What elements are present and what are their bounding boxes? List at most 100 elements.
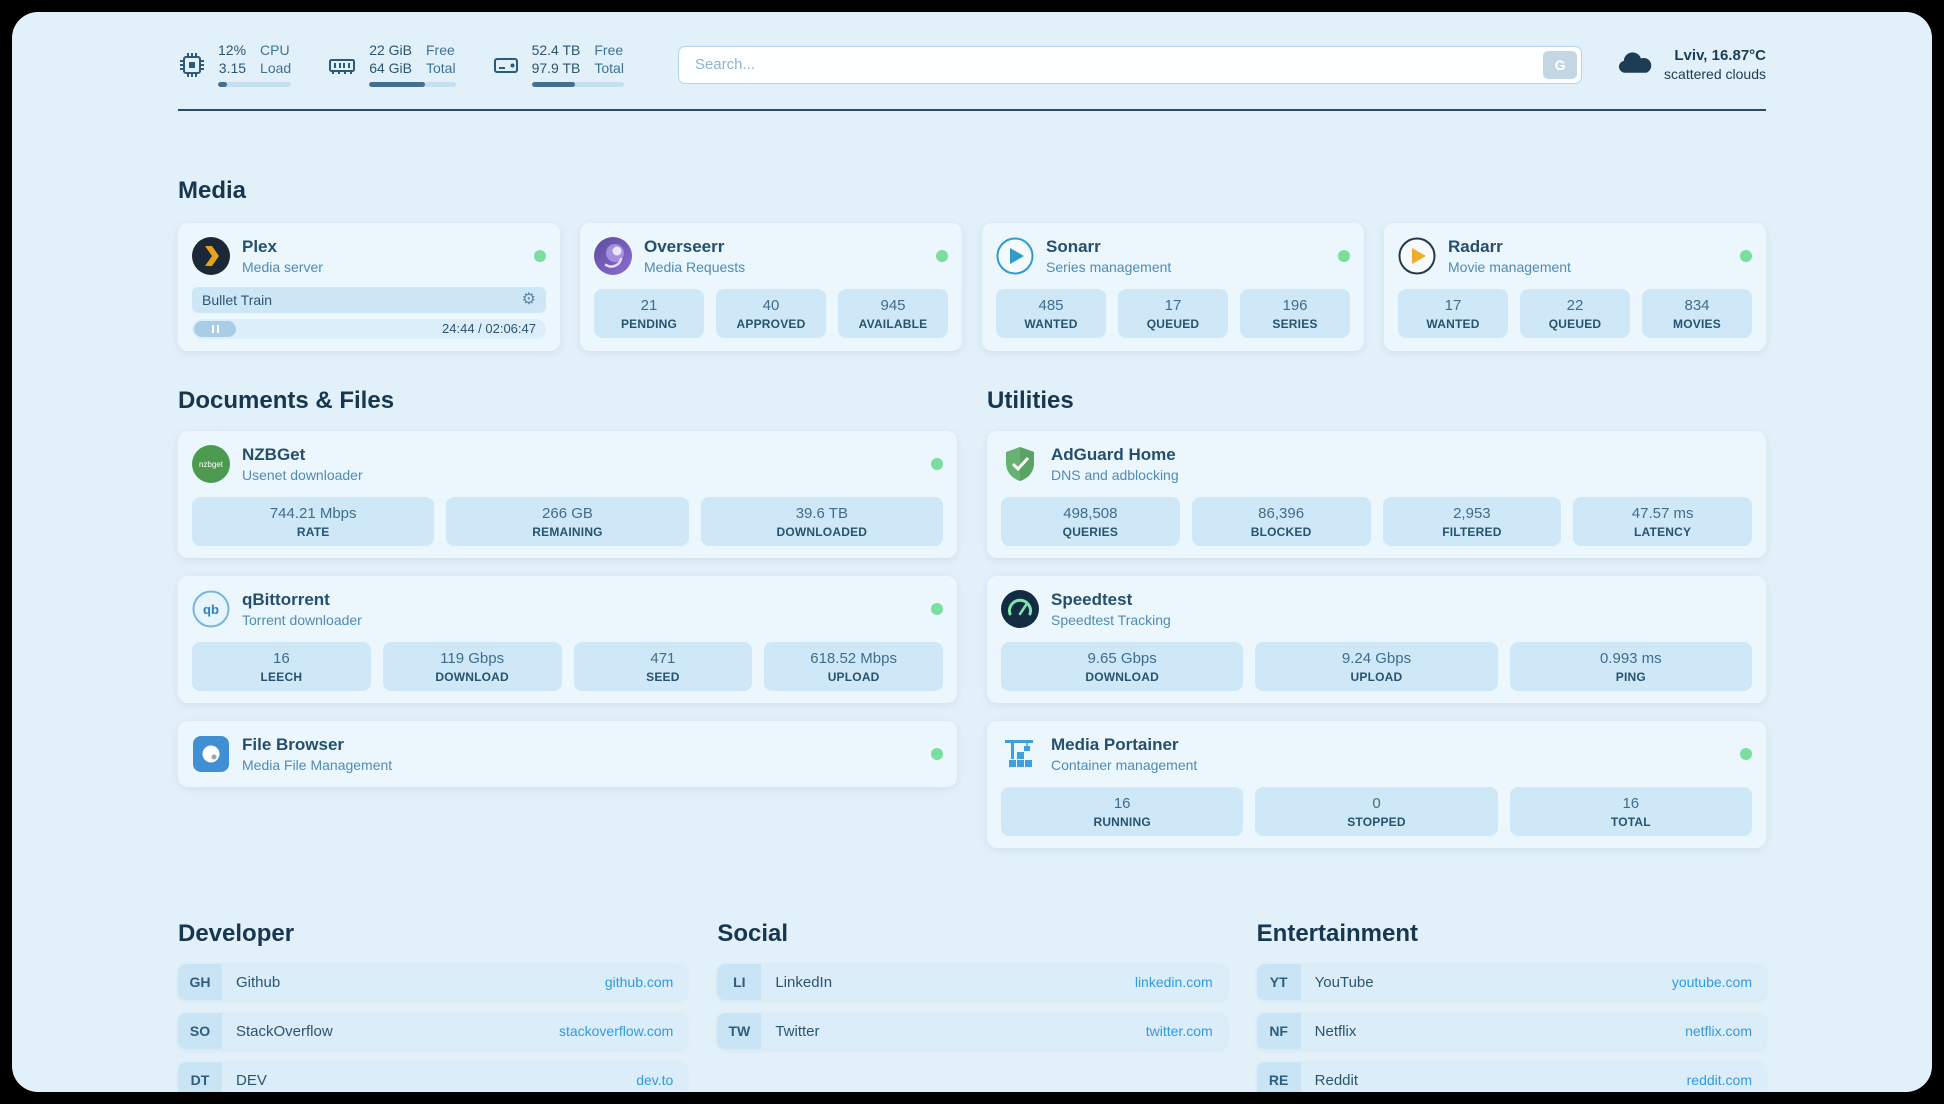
plex-icon <box>192 237 230 275</box>
service-card-filebrowser[interactable]: File Browser Media File Management <box>178 721 957 787</box>
bookmark-url: twitter.com <box>1145 1023 1213 1039</box>
section-title-social: Social <box>717 920 789 947</box>
status-dot <box>1338 250 1350 262</box>
stat-wanted: 17 WANTED <box>1398 289 1508 338</box>
gear-icon[interactable]: ⚙ <box>521 291 536 308</box>
bookmark-url: reddit.com <box>1686 1072 1752 1088</box>
status-dot <box>1740 250 1752 262</box>
bookmark-youtube[interactable]: YT YouTube youtube.com <box>1256 964 1766 1000</box>
cloud-icon <box>1614 47 1654 82</box>
service-card-qbittorrent[interactable]: qb qBittorrent Torrent downloader 16 LEE… <box>178 576 957 703</box>
disk-total-label: Total <box>594 60 624 76</box>
bookmark-url: youtube.com <box>1671 974 1752 990</box>
stat-blocked: 86,396 BLOCKED <box>1191 497 1371 546</box>
bookmark-stackoverflow[interactable]: SO StackOverflow stackoverflow.com <box>178 1013 688 1049</box>
disk-free-value: 52.4 TB <box>531 42 581 58</box>
now-playing-widget: Bullet Train ⚙ 24:44 / 02:06:47 <box>192 287 546 339</box>
service-card-adguard[interactable]: AdGuard Home DNS and adblocking 498,508 … <box>987 431 1766 558</box>
status-dot <box>931 748 943 760</box>
cpu-widget: 12% CPU 3.15 Load <box>178 42 292 87</box>
stat-approved: 40 APPROVED <box>716 289 826 338</box>
stat-label: LATENCY <box>1634 525 1692 539</box>
stat-label: LEECH <box>260 670 303 684</box>
bookmark-abbr: RE <box>1256 1062 1301 1092</box>
service-name: Plex <box>242 237 277 256</box>
stat-movies: 834 MOVIES <box>1642 289 1752 338</box>
stat-wanted: 485 WANTED <box>996 289 1106 338</box>
svg-text:qb: qb <box>203 602 219 617</box>
bookmark-url: netflix.com <box>1685 1023 1752 1039</box>
service-desc: Torrent downloader <box>242 612 362 628</box>
stat-label: UPLOAD <box>827 670 880 684</box>
bookmark-name: Netflix <box>1314 1022 1357 1040</box>
bookmark-reddit[interactable]: RE Reddit reddit.com <box>1256 1062 1766 1092</box>
stat-label: DOWNLOADED <box>776 525 868 539</box>
service-card-plex[interactable]: Plex Media server Bullet Train ⚙ 24:44 /… <box>178 223 560 351</box>
service-desc: Series management <box>1046 259 1172 275</box>
filebrowser-icon <box>192 735 230 773</box>
bookmark-netflix[interactable]: NF Netflix netflix.com <box>1256 1013 1766 1049</box>
portainer-icon <box>1001 735 1039 773</box>
top-bar: 12% CPU 3.15 Load <box>178 42 1766 87</box>
service-card-nzbget[interactable]: nzbget NZBGet Usenet downloader 744.21 M… <box>178 431 957 558</box>
stat-label: QUEUED <box>1548 317 1602 331</box>
service-desc: Container management <box>1051 757 1198 773</box>
stat-value: 17 <box>1164 297 1182 314</box>
stat-value: 618.52 Mbps <box>810 650 897 667</box>
stat-value: 86,396 <box>1258 505 1305 522</box>
stat-value: 17 <box>1444 297 1462 314</box>
stat-value: 196 <box>1282 297 1308 314</box>
service-card-speedtest[interactable]: Speedtest Speedtest Tracking 9.65 Gbps D… <box>987 576 1766 703</box>
adguard-icon <box>1001 445 1039 483</box>
stat-label: QUERIES <box>1062 525 1119 539</box>
service-card-portainer[interactable]: Media Portainer Container management 16 … <box>987 721 1766 848</box>
svg-text:nzbget: nzbget <box>199 460 224 469</box>
bookmark-abbr: GH <box>178 964 222 1000</box>
stat-upload: 9.24 Gbps UPLOAD <box>1255 642 1498 691</box>
search-input[interactable] <box>677 45 1583 84</box>
stat-label: AVAILABLE <box>858 317 928 331</box>
service-desc: Media Requests <box>644 259 746 275</box>
bookmark-url: stackoverflow.com <box>558 1023 674 1039</box>
stat-label: TOTAL <box>1610 815 1651 829</box>
cpu-usage-value: 12% <box>218 42 247 58</box>
stat-filtered: 2,953 FILTERED <box>1382 497 1562 546</box>
overseerr-icon <box>594 237 632 275</box>
service-card-sonarr[interactable]: Sonarr Series management 485 WANTED 17 Q… <box>982 223 1364 351</box>
stat-downloaded: 39.6 TB DOWNLOADED <box>700 497 943 546</box>
search-provider-button[interactable]: G <box>1543 50 1578 79</box>
cpu-usage-label: CPU <box>260 42 290 58</box>
stat-label: DOWNLOAD <box>435 670 509 684</box>
bookmark-name: LinkedIn <box>775 973 833 991</box>
stat-value: 9.24 Gbps <box>1341 650 1412 667</box>
stat-value: 485 <box>1038 297 1064 314</box>
section-title-utilities: Utilities <box>987 387 1074 414</box>
service-card-radarr[interactable]: Radarr Movie management 17 WANTED 22 QUE… <box>1384 223 1766 351</box>
stat-label: FILTERED <box>1442 525 1502 539</box>
bookmark-abbr: NF <box>1256 1013 1301 1049</box>
stat-value: 22 <box>1566 297 1584 314</box>
memory-widget: 22 GiB Free 64 GiB Total <box>327 42 456 87</box>
stat-queued: 17 QUEUED <box>1118 289 1228 338</box>
service-card-overseerr[interactable]: Overseerr Media Requests 21 PENDING 40 A… <box>580 223 962 351</box>
service-name: AdGuard Home <box>1051 445 1176 464</box>
memory-total-value: 64 GiB <box>369 60 412 76</box>
bookmark-url: github.com <box>604 974 674 990</box>
memory-usage-bar-fill <box>369 82 426 87</box>
bookmark-abbr: DT <box>178 1062 222 1092</box>
stat-value: 266 GB <box>542 505 593 522</box>
bookmark-url: linkedin.com <box>1134 974 1213 990</box>
stat-label: APPROVED <box>736 317 806 331</box>
service-name: Media Portainer <box>1051 735 1179 754</box>
bookmark-dev[interactable]: DT DEV dev.to <box>178 1062 688 1092</box>
stat-queued: 22 QUEUED <box>1520 289 1630 338</box>
stat-label: RUNNING <box>1093 815 1151 829</box>
cpu-usage-bar <box>218 82 292 87</box>
stat-remaining: 266 GB REMAINING <box>446 497 689 546</box>
status-dot <box>931 603 943 615</box>
bookmark-abbr: TW <box>717 1013 762 1049</box>
bookmark-linkedin[interactable]: LI LinkedIn linkedin.com <box>717 964 1227 1000</box>
bookmark-twitter[interactable]: TW Twitter twitter.com <box>717 1013 1227 1049</box>
weather-widget: Lviv, 16.87°C scattered clouds <box>1614 47 1766 82</box>
bookmark-github[interactable]: GH Github github.com <box>178 964 688 1000</box>
